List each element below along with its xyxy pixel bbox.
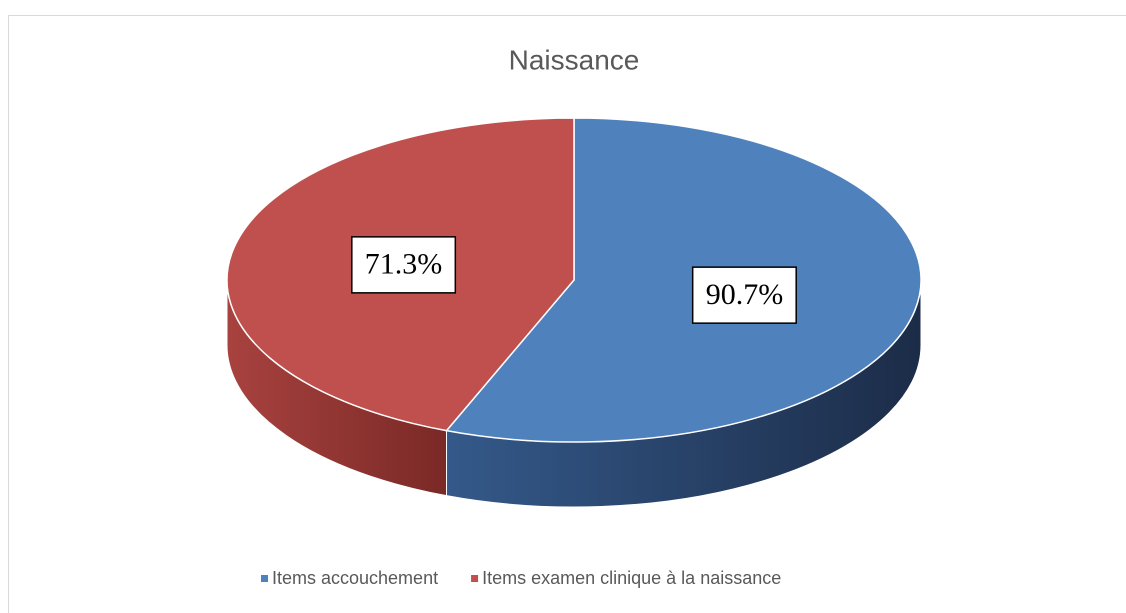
slice (445, 117, 922, 443)
data-label-box (691, 266, 797, 324)
chart-title: Naissance (509, 44, 640, 75)
data-label: 71.3% (365, 248, 443, 281)
legend-swatch (471, 575, 479, 582)
legend-label: Items examen clinique à la naissance (482, 568, 781, 588)
legend-label: Items accouchement (272, 568, 438, 588)
data-label: 90.7% (706, 278, 784, 311)
legend-swatch (261, 575, 268, 582)
data-label-box (351, 236, 457, 294)
